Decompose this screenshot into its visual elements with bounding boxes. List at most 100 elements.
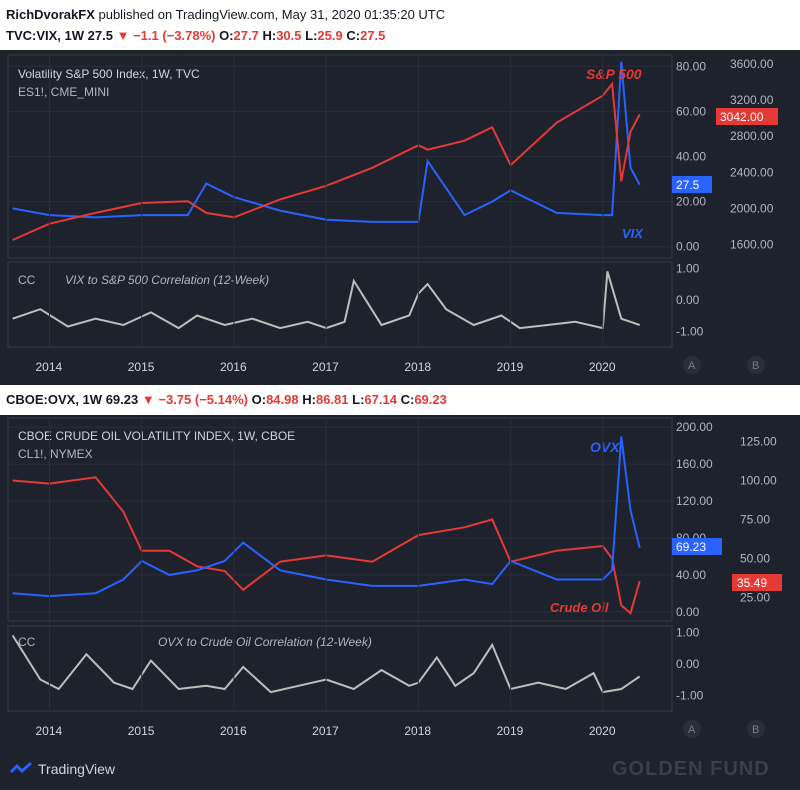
vix-time-axis: 2014 2015 2016 2017 2018 2019 2020 [36, 55, 616, 374]
scale-a-button-2[interactable] [683, 720, 701, 738]
ovx-corr-axis-tick-label: -1.00 [676, 688, 704, 702]
ovx-close-label: C: [400, 392, 415, 407]
vix-series-label: VIX [622, 226, 644, 241]
year-tick-label: 2015 [128, 360, 155, 374]
ovx-corr-background [7, 625, 673, 712]
year-tick-label: 2016 [220, 360, 247, 374]
vix-series-line[interactable] [12, 61, 641, 223]
ovx-ticker[interactable]: CBOE:OVX, 1W [6, 392, 103, 407]
ovx-corr-line[interactable] [11, 634, 641, 694]
down-arrow-icon: ▼ [116, 28, 130, 43]
oil-right-axis: 125.00 100.00 75.00 50.00 25.00 [740, 434, 777, 604]
vix-grid [8, 65, 672, 248]
oil-series-line[interactable] [12, 476, 641, 615]
vix-chart-title: Volatility S&P 500 Index, 1W, TVC [18, 67, 200, 81]
tradingview-brand[interactable]: TradingView [38, 761, 116, 777]
scale-b-button-2[interactable] [747, 720, 765, 738]
ovx-corr-title: OVX to Crude Oil Correlation (12-Week) [158, 635, 372, 649]
ovx-corr-panel[interactable]: CC OVX to Crude Oil Correlation (12-Week… [7, 625, 704, 712]
ovx-axis-tick-label: 160.00 [676, 457, 713, 471]
watermark: GOLDEN FUND [612, 758, 770, 780]
vix-corr-cc-label: CC [18, 273, 36, 287]
vix-panel-background [7, 54, 673, 259]
ovx-open: 84.98 [266, 392, 299, 407]
ovx-last-label: 69.23 [676, 540, 706, 554]
vix-ticker[interactable]: TVC:VIX, 1W [6, 28, 85, 43]
year-tick-label: 2018 [404, 724, 431, 738]
oil-last-label: 35.49 [737, 576, 767, 590]
ovx-last: 69.23 [105, 392, 139, 407]
ovx-corr-axis: 1.00 0.00 -1.00 [676, 625, 704, 702]
vix-high: 30.5 [276, 28, 302, 43]
oil-axis-tick-label: 25.00 [740, 591, 770, 605]
vix-axis-tick-label: 20.00 [676, 195, 706, 209]
ovx-legend: CBOE:OVX, 1W 69.23 ▼ −3.75 (−5.14%) O:84… [6, 392, 447, 407]
vix-last-badge [672, 176, 712, 193]
tradingview-logo-icon[interactable] [10, 761, 32, 777]
vix-spx-panel[interactable]: Volatility S&P 500 Index, 1W, TVC ES1!, … [7, 54, 778, 259]
ovx-series-line[interactable] [12, 436, 641, 598]
ovx-axis-tick-label: 80.00 [676, 531, 706, 545]
year-tick-label: 2014 [36, 360, 63, 374]
vix-axis-tick-label: 40.00 [676, 150, 706, 164]
ovx-oil-panel[interactable]: CBOE CRUDE OIL VOLATILITY INDEX, 1W, CBO… [7, 417, 782, 622]
vix-corr-line[interactable] [12, 271, 641, 330]
oil-series-label: Crude Oil [550, 600, 609, 615]
ovx-axis-tick-label: 200.00 [676, 420, 713, 434]
oil-axis-tick-label: 125.00 [740, 434, 777, 448]
oil-last-badge [732, 574, 782, 591]
spx-right-axis: 3600.00 3200.00 2800.00 2400.00 2000.00 1600.… [730, 57, 774, 251]
vix-last-label: 27.5 [676, 178, 700, 192]
vix-left-axis: 80.00 60.00 40.00 20.00 0.00 [676, 59, 706, 253]
ovx-open-label: O: [251, 392, 267, 407]
vix-last: 27.5 [87, 28, 113, 43]
scale-a-button[interactable] [683, 356, 701, 374]
spx-series-line[interactable] [12, 81, 641, 241]
ovx-low-label: L: [352, 392, 365, 407]
year-tick-label: 2019 [497, 724, 524, 738]
year-tick-label: 2019 [497, 360, 524, 374]
ovx-time-axis: 2014 2015 2016 2017 2018 2019 2020 [36, 418, 616, 738]
ovx-legend-bar: CBOE:OVX, 1W 69.23 ▼ −3.75 (−5.14%) O:84… [0, 385, 800, 415]
ovx-panel-background [7, 417, 673, 622]
vix-axis-tick-label: 0.00 [676, 240, 700, 254]
author-name[interactable]: RichDvorakFX [6, 7, 95, 22]
vix-close-label: C: [346, 28, 361, 43]
oil-axis-tick-label: 75.00 [740, 513, 770, 527]
spx-last-badge [716, 108, 778, 125]
vix-open: 27.7 [233, 28, 259, 43]
vix-corr-axis-tick-label: -1.00 [676, 324, 704, 338]
ovx-change: −3.75 (−5.14%) [158, 392, 248, 407]
ovx-last-badge [672, 538, 722, 555]
vix-corr-panel[interactable]: CC VIX to S&P 500 Correlation (12-Week) … [7, 261, 704, 348]
year-tick-label: 2014 [36, 724, 63, 738]
ovx-close: 69.23 [414, 392, 447, 407]
vix-corr-axis-tick-label: 1.00 [676, 261, 700, 275]
vix-corr-title: VIX to S&P 500 Correlation (12-Week) [65, 273, 269, 287]
vix-corr-axis: 1.00 0.00 -1.00 [676, 261, 704, 338]
spx-axis-tick-label: 2800.00 [730, 129, 774, 143]
year-tick-label: 2018 [404, 360, 431, 374]
spx-axis-tick-label: 3200.00 [730, 93, 774, 107]
spx-axis-tick-label: 2000.00 [730, 201, 774, 215]
ovx-series-label: OVX [590, 439, 621, 455]
ovx-chart-subtitle: CL1!, NYMEX [18, 447, 93, 461]
scale-b-label: B [752, 360, 759, 372]
ovx-high-label: H: [302, 392, 316, 407]
vix-corr-axis-tick-label: 0.00 [676, 293, 700, 307]
footer: TradingView GOLDEN FUND [0, 746, 800, 790]
ovx-chart-title: CBOE CRUDE OIL VOLATILITY INDEX, 1W, CBO… [18, 429, 295, 443]
ovx-corr-cc-label: CC [18, 635, 36, 649]
year-tick-label: 2015 [128, 724, 155, 738]
published-text: published on TradingView.com, May 31, 20… [94, 7, 446, 22]
scale-b-label-2: B [752, 724, 759, 736]
year-tick-label: 2017 [312, 724, 339, 738]
oil-axis-tick-label: 50.00 [740, 552, 770, 566]
vix-high-label: H: [262, 28, 277, 43]
spx-axis-tick-label: 3600.00 [730, 57, 774, 71]
vix-axis-tick-label: 80.00 [676, 59, 706, 73]
publish-info: RichDvorakFX published on TradingView.co… [6, 7, 445, 22]
scale-b-button[interactable] [747, 356, 765, 374]
oil-axis-tick-label: 100.00 [740, 473, 777, 487]
vix-close: 27.5 [360, 28, 386, 43]
